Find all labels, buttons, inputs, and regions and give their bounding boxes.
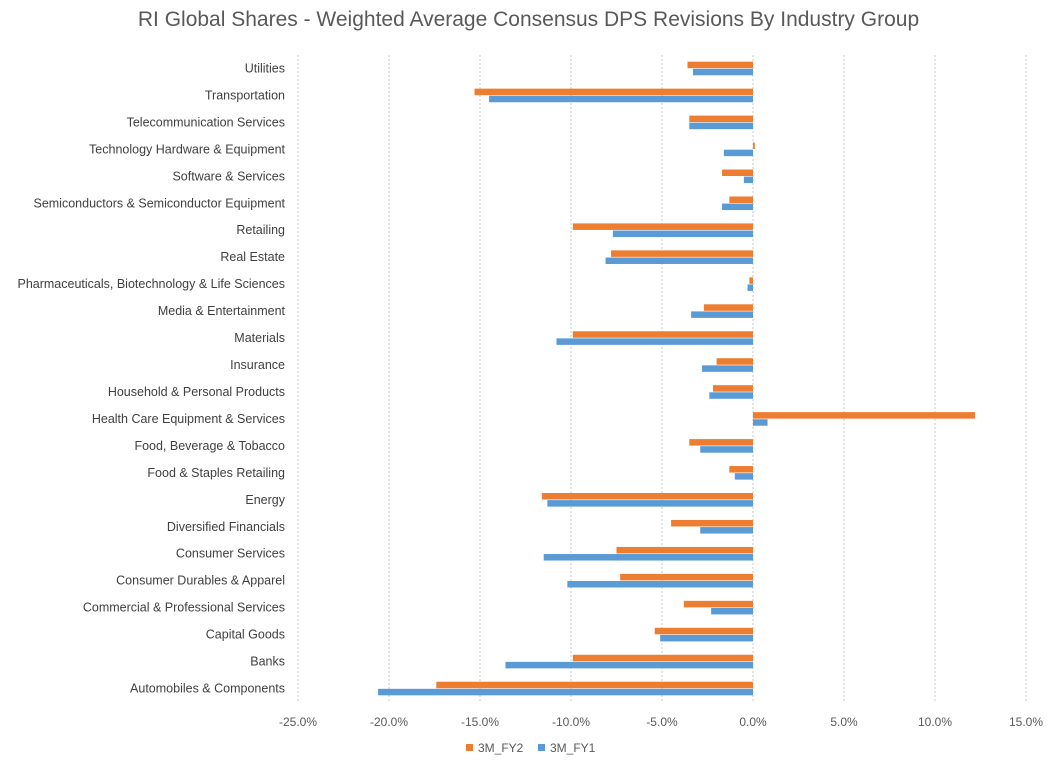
bar-3m-fy1 <box>753 419 768 426</box>
category-label: Capital Goods <box>206 628 285 642</box>
bar-3m-fy1 <box>543 554 753 561</box>
bar-3m-fy2 <box>436 681 753 689</box>
bar-3m-fy2 <box>671 519 753 527</box>
legend-label: 3M_FY1 <box>550 741 596 755</box>
legend-label: 3M_FY2 <box>478 741 524 755</box>
x-tick-label: 15.0% <box>1009 715 1043 729</box>
bar-3m-fy2 <box>687 61 753 69</box>
legend-swatch <box>466 744 473 751</box>
legend-swatch <box>538 744 545 751</box>
bar-3m-fy1 <box>547 500 753 507</box>
x-tick-labels: -25.0% -20.0% -15.0% -10.0% -5.0% 0.0% 5.0% 10.… <box>279 715 1043 729</box>
bar-3m-fy2 <box>753 412 976 419</box>
category-label: Pharmaceuticals, Biotechnology & Life Sc… <box>17 277 285 291</box>
bar-3m-fy2 <box>474 88 753 96</box>
category-label: Transportation <box>205 88 285 102</box>
category-labels: Utilities Transportation Telecommunication… <box>17 61 285 695</box>
bar-3m-fy1 <box>489 95 753 103</box>
bar-3m-fy1 <box>605 257 753 264</box>
bar-3m-fy2 <box>716 358 753 365</box>
x-tick-label: -15.0% <box>461 715 499 729</box>
bar-3m-fy1 <box>711 607 753 615</box>
bar-3m-fy2 <box>689 439 753 446</box>
category-label: Household & Personal Products <box>108 385 285 399</box>
bar-3m-fy1 <box>689 122 753 130</box>
bar-3m-fy2 <box>572 223 753 230</box>
bar-3m-fy2 <box>616 546 753 554</box>
category-label: Consumer Durables & Apparel <box>116 574 285 588</box>
x-tick-label: 10.0% <box>918 715 952 729</box>
bar-3m-fy2 <box>712 385 753 392</box>
x-tick-label: 5.0% <box>830 715 858 729</box>
bar-3m-fy1 <box>700 527 753 534</box>
bar-3m-fy2 <box>749 277 753 284</box>
bar-3m-fy1 <box>612 230 753 238</box>
legend: 3M_FY2 3M_FY1 <box>466 741 596 755</box>
bar-3m-fy2 <box>611 250 753 257</box>
bar-3m-fy2 <box>729 196 753 203</box>
category-label: Materials <box>234 331 285 345</box>
x-tick-label: -10.0% <box>552 715 590 729</box>
x-tick-label: -20.0% <box>370 715 408 729</box>
bar-3m-fy2 <box>703 304 753 311</box>
category-label: Technology Hardware & Equipment <box>89 142 285 156</box>
bar-3m-fy1 <box>747 284 753 291</box>
bar-3m-fy2 <box>722 169 753 177</box>
bar-3m-fy1 <box>505 661 753 669</box>
bar-3m-fy1 <box>700 446 753 453</box>
bar-3m-fy2 <box>572 654 753 662</box>
bar-3m-fy1 <box>556 338 753 345</box>
category-label: Health Care Equipment & Services <box>92 412 285 426</box>
category-label: Food & Staples Retailing <box>147 466 285 480</box>
bar-3m-fy1 <box>567 580 753 588</box>
bar-3m-fy2 <box>620 573 753 581</box>
category-label: Energy <box>245 493 285 507</box>
category-label: Insurance <box>230 358 285 372</box>
bar-3m-fy2 <box>654 627 753 635</box>
bar-3m-fy1 <box>660 634 753 642</box>
category-label: Automobiles & Components <box>130 682 285 696</box>
category-label: Consumer Services <box>176 547 285 561</box>
category-label: Utilities <box>245 61 285 75</box>
category-label: Retailing <box>236 223 285 237</box>
category-label: Food, Beverage & Tobacco <box>134 439 285 453</box>
bar-3m-fy1 <box>734 473 753 480</box>
bar-3m-fy2 <box>683 600 753 608</box>
bar-3m-fy1 <box>691 311 753 318</box>
bar-3m-fy1 <box>743 176 753 184</box>
bar-3m-fy1 <box>378 688 753 696</box>
bar-3m-fy1 <box>692 68 753 76</box>
bar-3m-fy1 <box>702 365 753 372</box>
category-label: Media & Entertainment <box>158 304 286 318</box>
category-label: Software & Services <box>172 169 285 183</box>
bars <box>378 61 976 696</box>
bar-3m-fy1 <box>722 203 753 211</box>
bar-3m-fy2 <box>541 493 753 500</box>
bar-3m-fy2 <box>689 115 753 123</box>
bar-3m-fy1 <box>709 392 753 399</box>
category-label: Telecommunication Services <box>127 115 285 129</box>
x-tick-label: -25.0% <box>279 715 317 729</box>
category-label: Diversified Financials <box>167 520 285 534</box>
x-tick-label: -5.0% <box>646 715 678 729</box>
category-label: Real Estate <box>220 250 285 264</box>
bar-3m-fy2 <box>753 142 755 150</box>
x-tick-label: 0.0% <box>739 715 767 729</box>
bar-3m-fy2 <box>572 331 753 338</box>
bar-3m-fy2 <box>729 466 753 473</box>
bar-3m-fy1 <box>723 149 753 157</box>
grid-lines <box>297 55 1027 702</box>
category-label: Commercial & Professional Services <box>83 601 285 615</box>
category-label: Banks <box>250 655 285 669</box>
chart-title: RI Global Shares - Weighted Average Cons… <box>137 8 920 31</box>
category-label: Semiconductors & Semiconductor Equipment <box>33 196 285 210</box>
